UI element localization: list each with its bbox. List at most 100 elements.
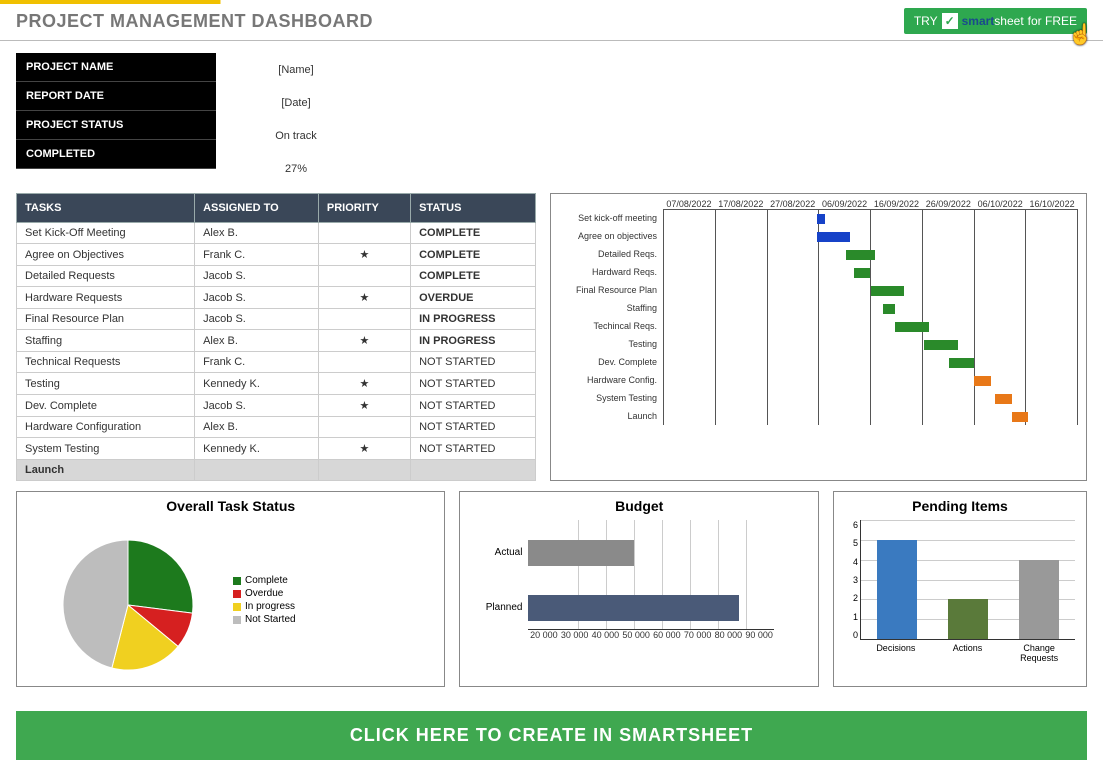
gantt-date: 16/10/2022 — [1026, 199, 1078, 209]
budget-tick: 90 000 — [744, 630, 775, 640]
pending-ytick: 1 — [840, 612, 858, 622]
info-value: 27% — [216, 152, 376, 185]
table-row[interactable]: Dev. CompleteJacob S.★NOT STARTED — [17, 395, 536, 417]
pointer-icon: ☝ — [1068, 22, 1093, 47]
table-row[interactable]: Final Resource PlanJacob S.IN PROGRESS — [17, 309, 536, 330]
info-label: PROJECT NAME — [16, 53, 216, 82]
table-row[interactable]: Technical RequestsFrank C.NOT STARTED — [17, 352, 536, 373]
budget-tick: 80 000 — [713, 630, 744, 640]
info-label: PROJECT STATUS — [16, 111, 216, 140]
try-smartsheet-button[interactable]: TRY ✓ smartsheet for FREE ☝ — [904, 8, 1087, 34]
pending-bar — [877, 540, 917, 639]
gantt-row-label: Hardware Config. — [553, 371, 663, 389]
pie-chart-box: Overall Task Status Complete Overdue In pr… — [16, 491, 445, 687]
gantt-row-label: System Testing — [553, 389, 663, 407]
legend-item: Complete — [233, 575, 296, 586]
pie-legend: Complete Overdue In progress Not Started — [233, 573, 296, 627]
budget-tick: 30 000 — [559, 630, 590, 640]
table-row[interactable]: StaffingAlex B.★IN PROGRESS — [17, 330, 536, 352]
table-row[interactable]: System TestingKennedy K.★NOT STARTED — [17, 438, 536, 460]
gantt-row-label: Staffing — [553, 299, 663, 317]
cta-button[interactable]: CLICK HERE TO CREATE IN SMARTSHEET — [16, 711, 1087, 760]
check-icon: ✓ — [942, 13, 958, 29]
gantt-row-label: Detailed Reqs. — [553, 245, 663, 263]
table-row[interactable]: Agree on ObjectivesFrank C.★COMPLETE — [17, 244, 536, 266]
pending-bar-label: Actions — [937, 643, 997, 663]
gantt-bar — [854, 268, 871, 278]
gantt-bar — [871, 286, 904, 296]
info-label: REPORT DATE — [16, 82, 216, 111]
legend-item: In progress — [233, 601, 296, 612]
pending-bar-label: Decisions — [866, 643, 926, 663]
gantt-row-label: Testing — [553, 335, 663, 353]
legend-item: Overdue — [233, 588, 296, 599]
gantt-date: 26/09/2022 — [922, 199, 974, 209]
pending-ytick: 3 — [840, 575, 858, 585]
table-row[interactable]: Set Kick-Off MeetingAlex B.COMPLETE — [17, 223, 536, 244]
budget-bar-label: Actual — [478, 547, 528, 558]
table-row-launch[interactable]: Launch — [17, 460, 536, 481]
gantt-row-label: Techincal Reqs. — [553, 317, 663, 335]
table-header: ASSIGNED TO — [195, 194, 319, 223]
gantt-bar — [817, 214, 825, 224]
gantt-bar — [1012, 412, 1029, 422]
table-row[interactable]: Hardware ConfigurationAlex B.NOT STARTED — [17, 417, 536, 438]
info-label: COMPLETED — [16, 140, 216, 169]
pending-bar-label: Change Requests — [1009, 643, 1069, 663]
pending-ytick: 6 — [840, 520, 858, 530]
legend-item: Not Started — [233, 614, 296, 625]
tasks-table: TASKSASSIGNED TOPRIORITYSTATUS Set Kick-… — [16, 193, 536, 481]
brand-rest: sheet — [994, 14, 1023, 28]
gantt-bar — [995, 394, 1012, 404]
gantt-bar — [895, 322, 928, 332]
page-title: PROJECT MANAGEMENT DASHBOARD — [16, 11, 373, 32]
pending-ytick: 0 — [840, 630, 858, 640]
gantt-row-label: Set kick-off meeting — [553, 209, 663, 227]
info-value: On track — [216, 119, 376, 152]
table-header: TASKS — [17, 194, 195, 223]
info-value: [Name] — [216, 53, 376, 86]
gantt-chart: 07/08/202217/08/202227/08/202206/09/2022… — [550, 193, 1087, 481]
header: PROJECT MANAGEMENT DASHBOARD TRY ✓ smart… — [0, 4, 1103, 41]
budget-bar — [528, 595, 739, 621]
pie-slice — [128, 540, 193, 613]
budget-tick: 20 000 — [528, 630, 559, 640]
gantt-date: 27/08/2022 — [767, 199, 819, 209]
gantt-bar — [846, 250, 875, 260]
pending-ytick: 5 — [840, 538, 858, 548]
gantt-bar — [883, 304, 895, 314]
gantt-row-label: Launch — [553, 407, 663, 425]
pending-chart-box: Pending Items 0 1 2 3 4 5 6 Decisions Actions Ch… — [833, 491, 1087, 687]
gantt-row-label: Final Resource Plan — [553, 281, 663, 299]
table-row[interactable]: Hardware RequestsJacob S.★OVERDUE — [17, 287, 536, 309]
table-header: STATUS — [411, 194, 536, 223]
try-prefix: TRY — [914, 14, 938, 28]
table-row[interactable]: TestingKennedy K.★NOT STARTED — [17, 373, 536, 395]
table-row[interactable]: Detailed RequestsJacob S.COMPLETE — [17, 266, 536, 287]
pie-chart — [23, 520, 233, 680]
budget-title: Budget — [466, 498, 812, 514]
budget-tick: 70 000 — [682, 630, 713, 640]
pending-bar — [948, 599, 988, 639]
pending-ytick: 4 — [840, 557, 858, 567]
gantt-date: 17/08/2022 — [715, 199, 767, 209]
budget-bar-row: Planned — [528, 585, 774, 630]
brand-first: smart — [962, 14, 995, 28]
pie-title: Overall Task Status — [23, 498, 438, 514]
gantt-row-label: Hardward Reqs. — [553, 263, 663, 281]
gantt-bar — [817, 232, 850, 242]
pending-title: Pending Items — [840, 498, 1080, 514]
gantt-date: 07/08/2022 — [663, 199, 715, 209]
gantt-date: 06/10/2022 — [974, 199, 1026, 209]
budget-tick: 50 000 — [621, 630, 652, 640]
budget-bar-label: Planned — [478, 602, 528, 613]
pending-bar — [1019, 560, 1059, 639]
pending-ytick: 2 — [840, 593, 858, 603]
budget-tick: 60 000 — [651, 630, 682, 640]
budget-chart-box: Budget ActualPlanned 20 00030 00040 0005… — [459, 491, 819, 687]
gantt-bar — [974, 376, 991, 386]
gantt-row-label: Agree on objectives — [553, 227, 663, 245]
table-header: PRIORITY — [318, 194, 410, 223]
gantt-date: 16/09/2022 — [871, 199, 923, 209]
project-info: PROJECT NAMEREPORT DATEPROJECT STATUSCOM… — [16, 53, 1087, 185]
